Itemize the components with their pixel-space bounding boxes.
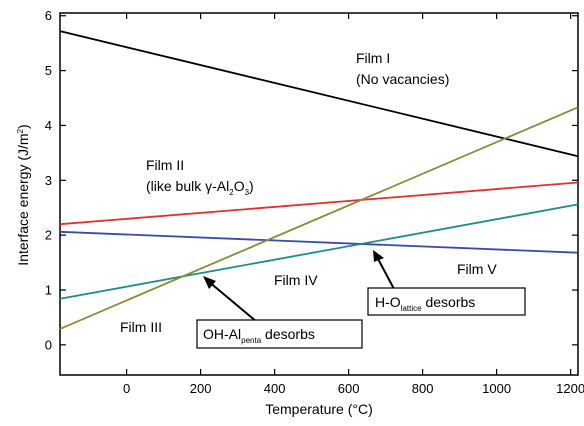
film-4-label: Film IV bbox=[274, 272, 318, 288]
film-2-sublabel: (like bulk γ-Al2O3) bbox=[146, 178, 254, 197]
box-ho bbox=[367, 287, 526, 316]
arrow-ho-shaft bbox=[376, 256, 395, 290]
film-2-sublabel-sub1: 2 bbox=[229, 188, 234, 197]
film-2-sublabel-a: (like bulk γ-Al bbox=[146, 178, 229, 194]
film-2-label: Film II bbox=[146, 157, 184, 173]
box-ohal-text: OH-Alpenta desorbs bbox=[203, 326, 315, 345]
series-line-2 bbox=[59, 181, 579, 226]
box-ohal-pre: OH-Al bbox=[203, 326, 241, 342]
x-axis-title: Temperature (°C) bbox=[265, 401, 373, 417]
box-ho-pre: H-O bbox=[375, 294, 401, 310]
film-1-label: Film I bbox=[356, 50, 390, 66]
film-2-sublabel-b: O bbox=[234, 178, 245, 194]
arrow-ho-head bbox=[373, 250, 384, 262]
axis-ticks: 0 200 400 600 800 1000 1200 0 1 2 3 4 5 6 bbox=[45, 8, 584, 396]
series-line-3 bbox=[59, 230, 579, 254]
y-axis-title-sup: 2 bbox=[16, 128, 25, 133]
y-tick-label: 1 bbox=[45, 282, 52, 297]
box-ohal-post: desorbs bbox=[261, 326, 315, 342]
x-tick-label: 0 bbox=[123, 381, 130, 396]
film-1-sublabel: (No vacancies) bbox=[356, 71, 449, 87]
series-lines bbox=[59, 30, 579, 330]
x-tick-label: 1200 bbox=[556, 381, 584, 396]
box-ohal-sub: penta bbox=[241, 336, 262, 345]
arrow-ohal-head bbox=[203, 276, 216, 289]
series-line-5 bbox=[59, 106, 579, 330]
y-axis-title-close: ) bbox=[15, 124, 31, 129]
y-axis-title-text: Interface energy (J/m bbox=[15, 133, 31, 265]
y-tick-label: 3 bbox=[45, 173, 52, 188]
y-tick-label: 2 bbox=[45, 228, 52, 243]
x-tick-label: 600 bbox=[338, 381, 360, 396]
y-axis-title: Interface energy (J/m2) bbox=[15, 124, 31, 265]
y-tick-label: 4 bbox=[45, 118, 52, 133]
x-tick-label: 400 bbox=[264, 381, 286, 396]
arrow-ohal-shaft bbox=[207, 280, 258, 323]
series-line-4 bbox=[59, 203, 579, 300]
x-tick-label: 1000 bbox=[482, 381, 511, 396]
box-ho-text: H-Olattice desorbs bbox=[375, 294, 475, 313]
box-ho-post: desorbs bbox=[422, 294, 476, 310]
y-tick-label: 5 bbox=[45, 63, 52, 78]
film-5-label: Film V bbox=[457, 261, 497, 277]
x-tick-label: 200 bbox=[190, 381, 212, 396]
box-ohal bbox=[196, 319, 363, 349]
series-line-1 bbox=[59, 30, 579, 158]
y-tick-label: 6 bbox=[45, 8, 52, 23]
annotation-arrows bbox=[203, 250, 395, 323]
box-ho-sub: lattice bbox=[401, 304, 422, 313]
x-tick-label: 800 bbox=[412, 381, 434, 396]
film-3-label: Film III bbox=[120, 319, 162, 335]
film-2-sublabel-sub2: 3 bbox=[245, 188, 250, 197]
film-2-sublabel-close: ) bbox=[249, 178, 254, 194]
y-tick-label: 0 bbox=[45, 337, 52, 352]
